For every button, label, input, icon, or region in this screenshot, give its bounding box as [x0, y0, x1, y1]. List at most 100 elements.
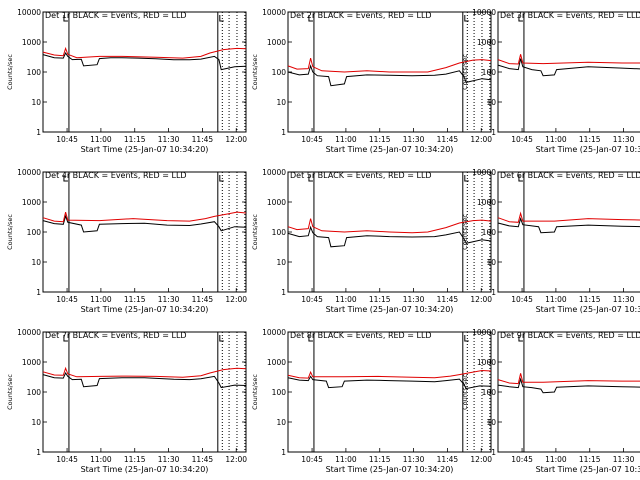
start-bracket: [518, 175, 523, 182]
end-bracket: [219, 15, 224, 22]
start-bracket: [518, 335, 523, 342]
panel-title: Det 6r BLACK = Events, RED = LLD: [500, 171, 640, 180]
y-tick-label: 1000: [267, 38, 286, 47]
x-tick-label: 11:45: [192, 135, 214, 144]
x-tick-label: 11:15: [369, 295, 391, 304]
y-axis-label: Counts/sec: [6, 214, 14, 250]
events-series-line: [42, 371, 247, 389]
y-axis-label: Counts/sec: [461, 374, 469, 410]
start-bracket: [518, 15, 523, 22]
plot-frame: [42, 331, 247, 453]
x-tick-label: 11:45: [192, 295, 214, 304]
panel-title: Det 8r BLACK = Events, RED = LLD: [290, 331, 432, 340]
x-tick-label: 10:45: [56, 135, 78, 144]
panel-9: Det 9r BLACK = Events, RED = LLD 1 10 100 10…: [461, 328, 640, 474]
y-tick-label: 1: [36, 128, 41, 137]
x-tick-label: 11:15: [369, 455, 391, 464]
y-tick-label: 10: [31, 98, 41, 107]
x-tick-label: 11:15: [579, 295, 601, 304]
x-tick-label: 11:45: [437, 295, 459, 304]
y-tick-label: 10000: [262, 168, 286, 177]
y-axis-label: Counts/sec: [251, 214, 259, 250]
x-tick-label: 11:45: [437, 455, 459, 464]
x-tick-label: 12:00: [225, 455, 247, 464]
y-tick-label: 100: [27, 68, 42, 77]
y-tick-label: 10: [31, 258, 41, 267]
plot-frame: [42, 11, 247, 133]
lld-series-line: [497, 373, 640, 385]
lld-series-line: [497, 211, 640, 223]
x-axis-label: Start Time (25-Jan-07 10:34:20): [326, 305, 454, 314]
x-tick-label: 11:45: [437, 135, 459, 144]
panel-title: Det 4r BLACK = Events, RED = LLD: [45, 171, 187, 180]
events-series-line: [287, 64, 492, 87]
y-tick-label: 10000: [472, 328, 496, 337]
x-tick-label: 11:30: [403, 455, 425, 464]
y-tick-label: 10000: [17, 8, 41, 17]
panel-title: Det 7r BLACK = Events, RED = LLD: [45, 331, 187, 340]
panel-title: Det 1r BLACK = Events, RED = LLD: [45, 11, 187, 20]
y-axis-label: Counts/sec: [6, 374, 14, 410]
panel-title: Det 3r BLACK = Events, RED = LLD: [500, 11, 640, 20]
events-series-line: [287, 225, 492, 248]
end-bracket: [464, 15, 469, 22]
y-tick-label: 10000: [262, 328, 286, 337]
events-series-line: [497, 377, 640, 394]
y-tick-label: 100: [272, 68, 287, 77]
y-tick-label: 100: [27, 388, 42, 397]
y-tick-label: 10000: [472, 168, 496, 177]
x-tick-label: 11:15: [124, 135, 146, 144]
y-tick-label: 1: [491, 448, 496, 457]
start-bracket: [308, 335, 313, 342]
start-bracket: [308, 175, 313, 182]
x-tick-label: 11:15: [369, 135, 391, 144]
panel-8: Det 8r BLACK = Events, RED = LLD 1 10 100 10…: [251, 328, 492, 474]
x-tick-label: 11:15: [124, 295, 146, 304]
panel-4: Det 4r BLACK = Events, RED = LLD 1 10 100 10…: [6, 168, 247, 314]
x-tick-label: 11:00: [335, 135, 357, 144]
x-tick-label: 10:45: [301, 295, 323, 304]
x-tick-label: 11:15: [579, 455, 601, 464]
x-tick-label: 11:00: [90, 135, 112, 144]
x-tick-label: 12:00: [470, 135, 492, 144]
y-tick-label: 1: [491, 288, 496, 297]
x-tick-label: 11:00: [545, 295, 567, 304]
panel-2: Det 2r BLACK = Events, RED = LLD 1 10 100 10…: [251, 8, 492, 154]
panel-5: Det 5r BLACK = Events, RED = LLD 1 10 100 10…: [251, 168, 492, 314]
y-tick-label: 100: [27, 228, 42, 237]
x-tick-label: 10:45: [301, 135, 323, 144]
y-tick-label: 1000: [22, 38, 41, 47]
panel-title: Det 9r BLACK = Events, RED = LLD: [500, 331, 640, 340]
x-axis-label: Start Time (25-Jan-07 10:34:20): [81, 465, 209, 474]
x-tick-label: 11:00: [335, 455, 357, 464]
end-bracket: [219, 175, 224, 182]
plot-frame: [497, 331, 640, 453]
x-tick-label: 11:00: [545, 455, 567, 464]
y-tick-label: 100: [482, 228, 497, 237]
x-tick-label: 11:30: [613, 295, 635, 304]
x-axis-label: Start Time (25-Jan-07 10:34:20): [81, 305, 209, 314]
y-tick-label: 10: [276, 258, 286, 267]
panel-title: Det 5r BLACK = Events, RED = LLD: [290, 171, 432, 180]
x-tick-label: 11:30: [613, 135, 635, 144]
y-tick-label: 10: [31, 418, 41, 427]
y-tick-label: 100: [272, 228, 287, 237]
lld-series-line: [287, 57, 492, 73]
panel-6: Det 6r BLACK = Events, RED = LLD 1 10 100 10…: [461, 168, 640, 314]
lld-series-line: [287, 369, 492, 379]
y-tick-label: 10: [276, 98, 286, 107]
plot-frame: [42, 171, 247, 293]
y-axis-label: Counts/sec: [461, 54, 469, 90]
y-tick-label: 1: [36, 448, 41, 457]
x-tick-label: 11:00: [545, 135, 567, 144]
y-tick-label: 10000: [17, 328, 41, 337]
y-tick-label: 1: [36, 288, 41, 297]
panel-3: Det 3r BLACK = Events, RED = LLD 1 10 100 10…: [461, 8, 640, 154]
y-tick-label: 100: [482, 68, 497, 77]
events-series-line: [42, 214, 247, 233]
x-tick-label: 10:45: [56, 455, 78, 464]
y-tick-label: 1000: [267, 198, 286, 207]
lld-series-line: [42, 46, 247, 59]
lld-series-line: [287, 218, 492, 234]
